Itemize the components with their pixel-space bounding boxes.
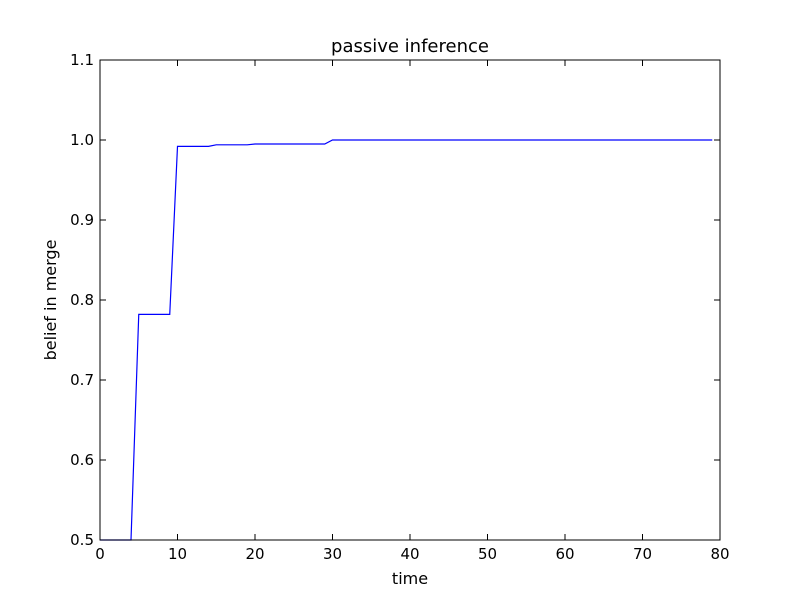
y-tick-label: 1.0 <box>70 131 94 149</box>
y-tick-label: 0.5 <box>70 531 94 549</box>
x-tick-label: 0 <box>95 545 105 563</box>
y-tick-label: 0.7 <box>70 371 94 389</box>
y-tick-label: 0.8 <box>70 291 94 309</box>
x-tick-label: 40 <box>400 545 419 563</box>
y-tick-label: 0.6 <box>70 451 94 469</box>
series-line <box>100 139 713 541</box>
plot-frame <box>99 59 721 541</box>
axis-tick-labels: 0 10 20 30 40 50 60 70 80 0.5 0.6 0.7 0.8 0.9 1.0 1.1 <box>70 51 729 563</box>
x-tick-label: 70 <box>633 545 652 563</box>
x-axis-label: time <box>392 569 428 588</box>
x-tick-label: 10 <box>168 545 187 563</box>
x-tick-label: 20 <box>245 545 264 563</box>
axis-ticks <box>99 59 721 541</box>
x-tick-label: 80 <box>710 545 729 563</box>
y-tick-label: 0.9 <box>70 211 94 229</box>
chart-title: passive inference <box>331 36 489 57</box>
y-axis-label: belief in merge <box>41 240 60 361</box>
x-tick-label: 60 <box>555 545 574 563</box>
x-tick-label: 30 <box>323 545 342 563</box>
y-tick-label: 1.1 <box>70 51 94 69</box>
x-tick-label: 50 <box>478 545 497 563</box>
series-layer <box>100 139 713 541</box>
